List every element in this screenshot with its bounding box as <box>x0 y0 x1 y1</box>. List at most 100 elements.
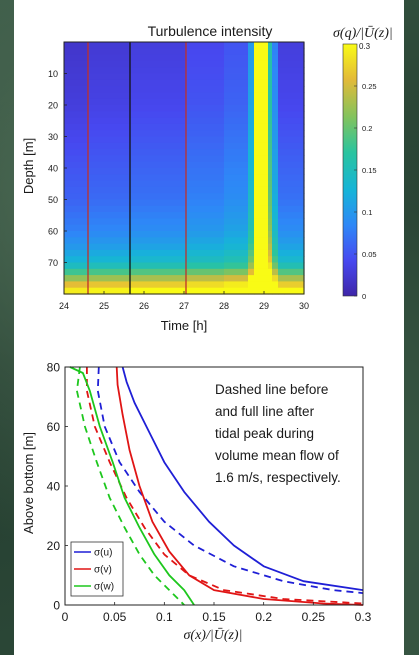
heatmap-cell <box>224 281 249 289</box>
heatmap-cell <box>186 205 225 213</box>
heatmap-cell <box>254 205 269 213</box>
y-tick-label: 10 <box>48 69 58 79</box>
heatmap-cell <box>224 224 249 232</box>
heatmap-cell <box>284 130 305 138</box>
heatmap-cell <box>224 60 249 68</box>
heatmap-cell <box>88 186 131 194</box>
colorbar-tick-label: 0.05 <box>362 250 377 259</box>
heatmap-cell <box>268 275 273 282</box>
heatmap-cell <box>268 249 273 257</box>
heatmap-cell <box>186 287 225 295</box>
heatmap-cell <box>268 243 273 251</box>
heatmap-cell <box>268 231 273 238</box>
heatmap-cell <box>186 193 225 201</box>
heatmap-cell <box>248 237 255 245</box>
heatmap-cell <box>130 262 187 270</box>
heatmap-cell <box>268 67 273 75</box>
heatmap-cell <box>186 130 225 138</box>
heatmap-cell <box>272 231 279 238</box>
x-tick-label: 30 <box>299 301 309 311</box>
heatmap-cell <box>268 205 273 213</box>
heatmap-cell <box>268 199 273 207</box>
heatmap-cell <box>268 98 273 106</box>
heatmap-cell <box>278 86 285 93</box>
heatmap-cell <box>284 42 305 49</box>
heatmap-cell <box>278 92 285 100</box>
heatmap-cell <box>130 105 187 112</box>
heatmap-cell <box>224 193 249 201</box>
heatmap-cell <box>254 243 269 251</box>
heatmap-cell <box>186 275 225 282</box>
heatmap-cell <box>88 231 131 238</box>
heatmap-cell <box>186 249 225 257</box>
heatmap-cell <box>272 79 279 87</box>
heatmap-cell <box>278 79 285 87</box>
heatmap-cell <box>254 117 269 125</box>
heatmap-cell <box>64 224 89 232</box>
heatmap-cell <box>224 205 249 213</box>
heatmap-cell <box>224 256 249 264</box>
heatmap-cell <box>254 73 269 81</box>
heatmap-cell <box>268 79 273 87</box>
heatmap-cell <box>254 174 269 182</box>
heatmap-cell <box>248 73 255 81</box>
heatmap-x-axis-label: Time [h] <box>161 318 207 333</box>
heatmap-cell <box>130 111 187 119</box>
heatmap-cell <box>248 268 255 276</box>
x-tick-label: 0.1 <box>156 610 173 624</box>
heatmap-cell <box>272 54 279 62</box>
heatmap-cell <box>278 136 285 144</box>
heatmap-cell <box>64 155 89 163</box>
heatmap-cell <box>284 54 305 62</box>
heatmap-cell <box>268 174 273 182</box>
heatmap-cell <box>254 42 269 49</box>
heatmap-cell <box>284 256 305 264</box>
heatmap-cell <box>64 212 89 219</box>
heatmap-cell <box>64 48 89 56</box>
heatmap-cell <box>254 130 269 138</box>
heatmap-cell <box>130 54 187 62</box>
heatmap-cell <box>130 142 187 150</box>
heatmap-cell <box>64 123 89 131</box>
heatmap-cell <box>254 231 269 238</box>
heatmap-cell <box>254 281 269 289</box>
heatmap-cell <box>186 281 225 289</box>
heatmap-cell <box>248 161 255 169</box>
heatmap-cell <box>278 218 285 226</box>
heatmap-cell <box>272 275 279 282</box>
heatmap-cell <box>64 193 89 201</box>
heatmap-cell <box>254 142 269 150</box>
heatmap-cell <box>88 193 131 201</box>
heatmap-cell <box>272 287 279 295</box>
heatmap-y-ticks: 10 20 30 40 50 60 70 <box>48 69 67 268</box>
heatmap-cell <box>272 199 279 207</box>
heatmap-cell <box>88 161 131 169</box>
heatmap-cell <box>268 186 273 194</box>
heatmap-cell <box>130 180 187 188</box>
heatmap-cell <box>130 237 187 245</box>
heatmap-cell <box>278 193 285 201</box>
heatmap-cell <box>130 123 187 131</box>
heatmap-cell <box>186 256 225 264</box>
heatmap-cell <box>186 42 225 49</box>
heatmap-cell <box>88 218 131 226</box>
heatmap-cell <box>88 142 131 150</box>
heatmap-cell <box>278 105 285 112</box>
heatmap-cell <box>248 136 255 144</box>
heatmap-cell <box>278 130 285 138</box>
heatmap-cell <box>88 86 131 93</box>
y-tick-label: 0 <box>53 599 60 613</box>
y-tick-label: 20 <box>47 539 61 553</box>
heatmap-cell <box>224 54 249 62</box>
heatmap-cell <box>64 136 89 144</box>
series-line-dashed <box>96 366 364 594</box>
heatmap-image <box>64 42 305 295</box>
heatmap-cell <box>64 54 89 62</box>
heatmap-cell <box>64 218 89 226</box>
heatmap-cell <box>272 262 279 270</box>
heatmap-cell <box>224 67 249 75</box>
series-line-solid <box>115 366 364 606</box>
heatmap-cell <box>248 79 255 87</box>
heatmap-cell <box>254 123 269 131</box>
